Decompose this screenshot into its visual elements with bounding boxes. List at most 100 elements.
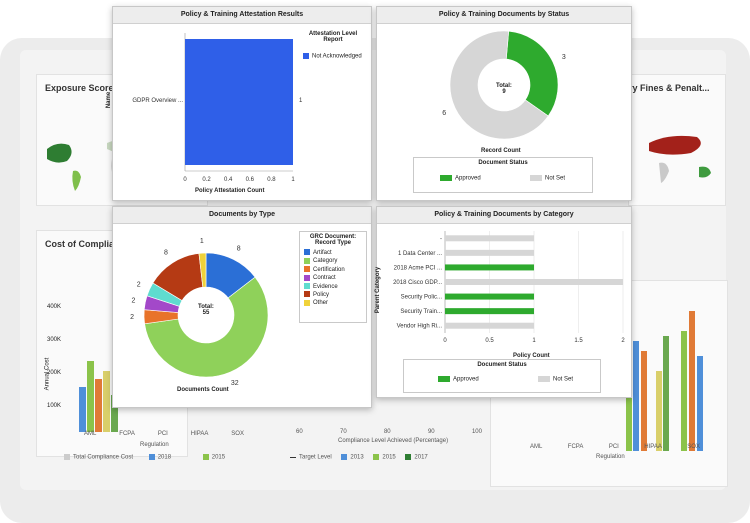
donut-center: Total: 9 <box>490 83 518 95</box>
panel-docs-category: Policy & Training Documents by Category … <box>375 206 632 398</box>
axis-tick: SOX <box>231 431 244 437</box>
legend-item: Certification <box>304 266 366 274</box>
legend-item: Other <box>304 299 366 307</box>
panel-title: Documents by Type <box>113 207 371 224</box>
legend-label: Contract <box>313 275 336 282</box>
data-label: 1 <box>299 98 303 104</box>
map-region-au <box>699 166 711 178</box>
legend-box: Document Status Approved Not Set <box>403 359 601 393</box>
category-label: 2018 Cisco GDP... <box>393 280 442 286</box>
x-tick-label: 1 <box>532 338 536 344</box>
slice-other <box>198 252 207 288</box>
category-label: 2018 Acme PCI ... <box>394 265 443 271</box>
legend-swatch <box>304 257 310 264</box>
y-tick: 400K <box>47 304 62 310</box>
card-title: ry Fines & Penalt... <box>629 83 710 93</box>
fines-card: ry Fines & Penalt... <box>628 74 726 206</box>
world-map-right <box>649 135 711 183</box>
bottom-axis-left: AML FCPA PCI HIPAA SOX <box>84 431 244 437</box>
legend-label: Evidence <box>313 283 338 290</box>
legend-box: GRC Document: Record Type Artifact Catego… <box>299 231 367 323</box>
bar-approved <box>445 264 534 271</box>
y-tick: 100K <box>47 403 62 409</box>
category-label: Vendor High Ri... <box>397 324 443 330</box>
legend-swatch <box>304 291 310 298</box>
center-label: Total: <box>198 304 214 310</box>
legend-swatch <box>304 266 310 273</box>
x-title-right: Regulation <box>596 454 625 460</box>
legend-label: Total Compliance Cost <box>73 454 134 461</box>
legend-label: 2013 <box>350 454 364 461</box>
axis-tick: AML <box>84 431 97 437</box>
map-region-asia <box>649 135 701 155</box>
bar-not-set <box>445 249 534 256</box>
x-axis-title: Documents Count <box>177 387 229 393</box>
card-title: Exposure Score b <box>45 83 122 93</box>
bar-not-set <box>445 235 534 242</box>
legend-title: Document Status <box>477 362 527 368</box>
center-value: 9 <box>502 89 506 95</box>
data-label: 2 <box>137 281 141 288</box>
x-tick-label: 0.5 <box>485 338 494 344</box>
legend-label: 2015 <box>382 454 396 461</box>
x-tick-label: 0.8 <box>267 177 276 183</box>
axis-tick: 100 <box>471 429 482 435</box>
legend-title: GRC Document: Record Type <box>309 234 357 246</box>
category-label: 1 Data Center ... <box>398 251 442 257</box>
axis-tick: HIPAA <box>644 444 662 450</box>
legend-swatch <box>304 274 310 281</box>
category-chart: 0 0.5 1 1.5 2 - 1 Data Center ... 2018 Acme PCI… <box>393 231 625 344</box>
y-tick: 300K <box>47 337 62 343</box>
bar-not-set <box>445 279 623 285</box>
panel-attestation: Policy & Training Attestation Results Na… <box>106 6 372 201</box>
legend-item: Approved <box>438 376 479 383</box>
category-label: Security Train... <box>400 309 442 315</box>
bar-approved <box>445 293 534 300</box>
legend-item: Not Acknowledged <box>303 53 362 60</box>
legend-label: Artifact <box>313 250 332 256</box>
bottom-legend-left: Total Compliance Cost 2018 2015 <box>64 454 225 461</box>
legend-title: Document Status <box>478 160 528 166</box>
legend-label: 2018 <box>157 454 172 461</box>
legend-box: Document Status Approved Not Set <box>413 157 593 193</box>
axis-tick: FCPA <box>567 444 584 450</box>
mid-ticks: 60 70 80 90 100 <box>296 429 482 435</box>
x-tick-label: 1 <box>291 177 295 183</box>
legend-swatch <box>304 283 310 290</box>
legend-item: Not Set <box>538 376 573 383</box>
map-region-africa <box>659 162 669 183</box>
legend-label: Approved <box>453 376 479 383</box>
bottom-legend-mid: Target Level 2013 2015 2017 <box>290 454 428 461</box>
panel-title: Policy & Training Documents by Category <box>377 207 631 224</box>
data-label: 32 <box>231 380 239 387</box>
data-label: 6 <box>442 110 446 117</box>
legend-title: Attestation Level Report <box>308 31 358 43</box>
legend-label: Other <box>313 300 329 307</box>
panel-title: Policy & Training Attestation Results <box>113 7 371 24</box>
axis-tick: SOX <box>687 444 700 450</box>
data-label: 3 <box>562 54 566 61</box>
legend-item: Category <box>304 257 366 265</box>
data-label: 8 <box>237 246 241 253</box>
x-tick-label: 0 <box>443 338 447 344</box>
center-label: Total: <box>496 83 512 89</box>
axis-tick: 80 <box>383 429 391 435</box>
card-title: Cost of Complianc <box>45 239 125 249</box>
x-axis-title: Policy Attestation Count <box>195 188 265 194</box>
center-value: 55 <box>202 310 210 316</box>
bar-not-set <box>445 322 534 329</box>
axis-tick: PCI <box>608 444 619 450</box>
data-label: 8 <box>164 250 168 257</box>
legend-swatch <box>303 53 309 59</box>
map-region-na <box>47 143 72 163</box>
donut-center: Total: 55 <box>191 304 221 316</box>
slice-not-set <box>449 30 549 140</box>
x-axis-title: Policy Count <box>513 353 550 359</box>
bar-approved <box>445 308 534 315</box>
panel-title: Policy & Training Documents by Status <box>377 7 631 24</box>
legend-item: Contract <box>304 274 366 282</box>
status-donut: 36 <box>442 30 566 140</box>
panel-docs-type: Documents by Type 8 32 2 2 2 8 1 Total: 55 Doc… <box>112 206 372 408</box>
legend-label: Category <box>313 258 338 265</box>
x-title-mid: Compliance Level Achieved (Percentage) <box>338 438 449 444</box>
